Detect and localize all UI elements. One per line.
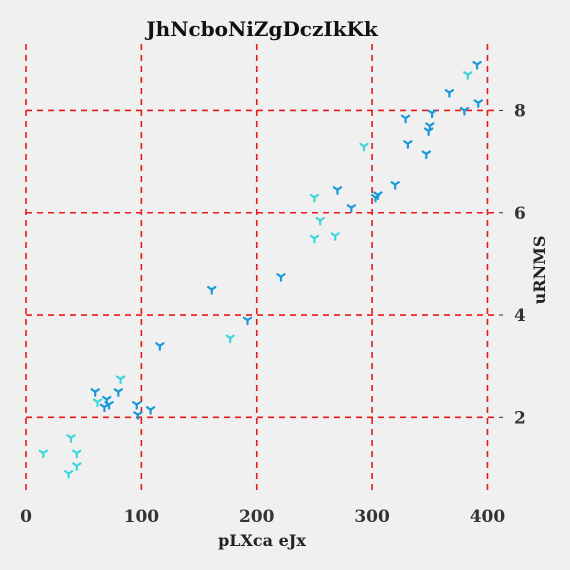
- data-point: [90, 388, 100, 397]
- data-point: [145, 406, 156, 415]
- data-point: [207, 285, 217, 295]
- y-tick-label: 4: [514, 306, 526, 326]
- data-point: [276, 273, 286, 282]
- data-point: [63, 470, 74, 479]
- data-point: [99, 403, 110, 413]
- data-point: [72, 462, 82, 471]
- x-tick-label: 300: [354, 507, 390, 527]
- x-tick-label: 100: [124, 507, 160, 527]
- data-point: [38, 449, 49, 459]
- data-point: [104, 401, 114, 410]
- y-tick-label: 8: [514, 101, 526, 121]
- data-point: [92, 398, 103, 408]
- data-point: [332, 186, 343, 195]
- x-tick-label: 200: [239, 507, 275, 527]
- data-point: [390, 181, 400, 190]
- data-point: [115, 375, 126, 385]
- data-point: [132, 401, 142, 410]
- data-points: [38, 60, 483, 479]
- ticks: 0 100 200 300 400 2 4 6 8: [20, 101, 526, 527]
- data-point: [400, 114, 411, 124]
- y-axis-label: uRNMS: [530, 236, 549, 305]
- x-tick-label: 400: [470, 507, 506, 527]
- data-point: [463, 71, 473, 80]
- grid: [25, 44, 499, 494]
- data-point: [444, 89, 455, 98]
- data-point: [66, 434, 76, 443]
- data-point: [225, 334, 235, 344]
- data-point: [403, 140, 413, 149]
- data-point: [473, 99, 483, 108]
- data-point: [427, 109, 437, 119]
- data-point: [359, 142, 369, 152]
- y-tick-label: 6: [514, 204, 526, 224]
- data-point: [133, 411, 143, 420]
- data-point: [315, 216, 325, 226]
- chart-title: JhNcboNiZgDczIkKk: [144, 17, 379, 41]
- data-point: [309, 234, 320, 244]
- data-point: [373, 191, 383, 200]
- data-point: [309, 193, 320, 203]
- data-point: [459, 106, 470, 116]
- x-axis-label: pLXca eJx: [218, 531, 306, 550]
- data-point: [330, 232, 340, 241]
- data-point: [72, 449, 82, 459]
- data-point: [423, 127, 434, 137]
- data-point: [472, 60, 482, 70]
- data-point: [346, 204, 357, 213]
- data-point: [421, 150, 432, 160]
- x-tick-label: 0: [20, 507, 32, 527]
- y-tick-label: 2: [514, 408, 526, 428]
- data-point: [155, 342, 165, 351]
- data-point: [425, 122, 435, 131]
- data-point: [242, 316, 253, 326]
- data-point: [113, 388, 123, 397]
